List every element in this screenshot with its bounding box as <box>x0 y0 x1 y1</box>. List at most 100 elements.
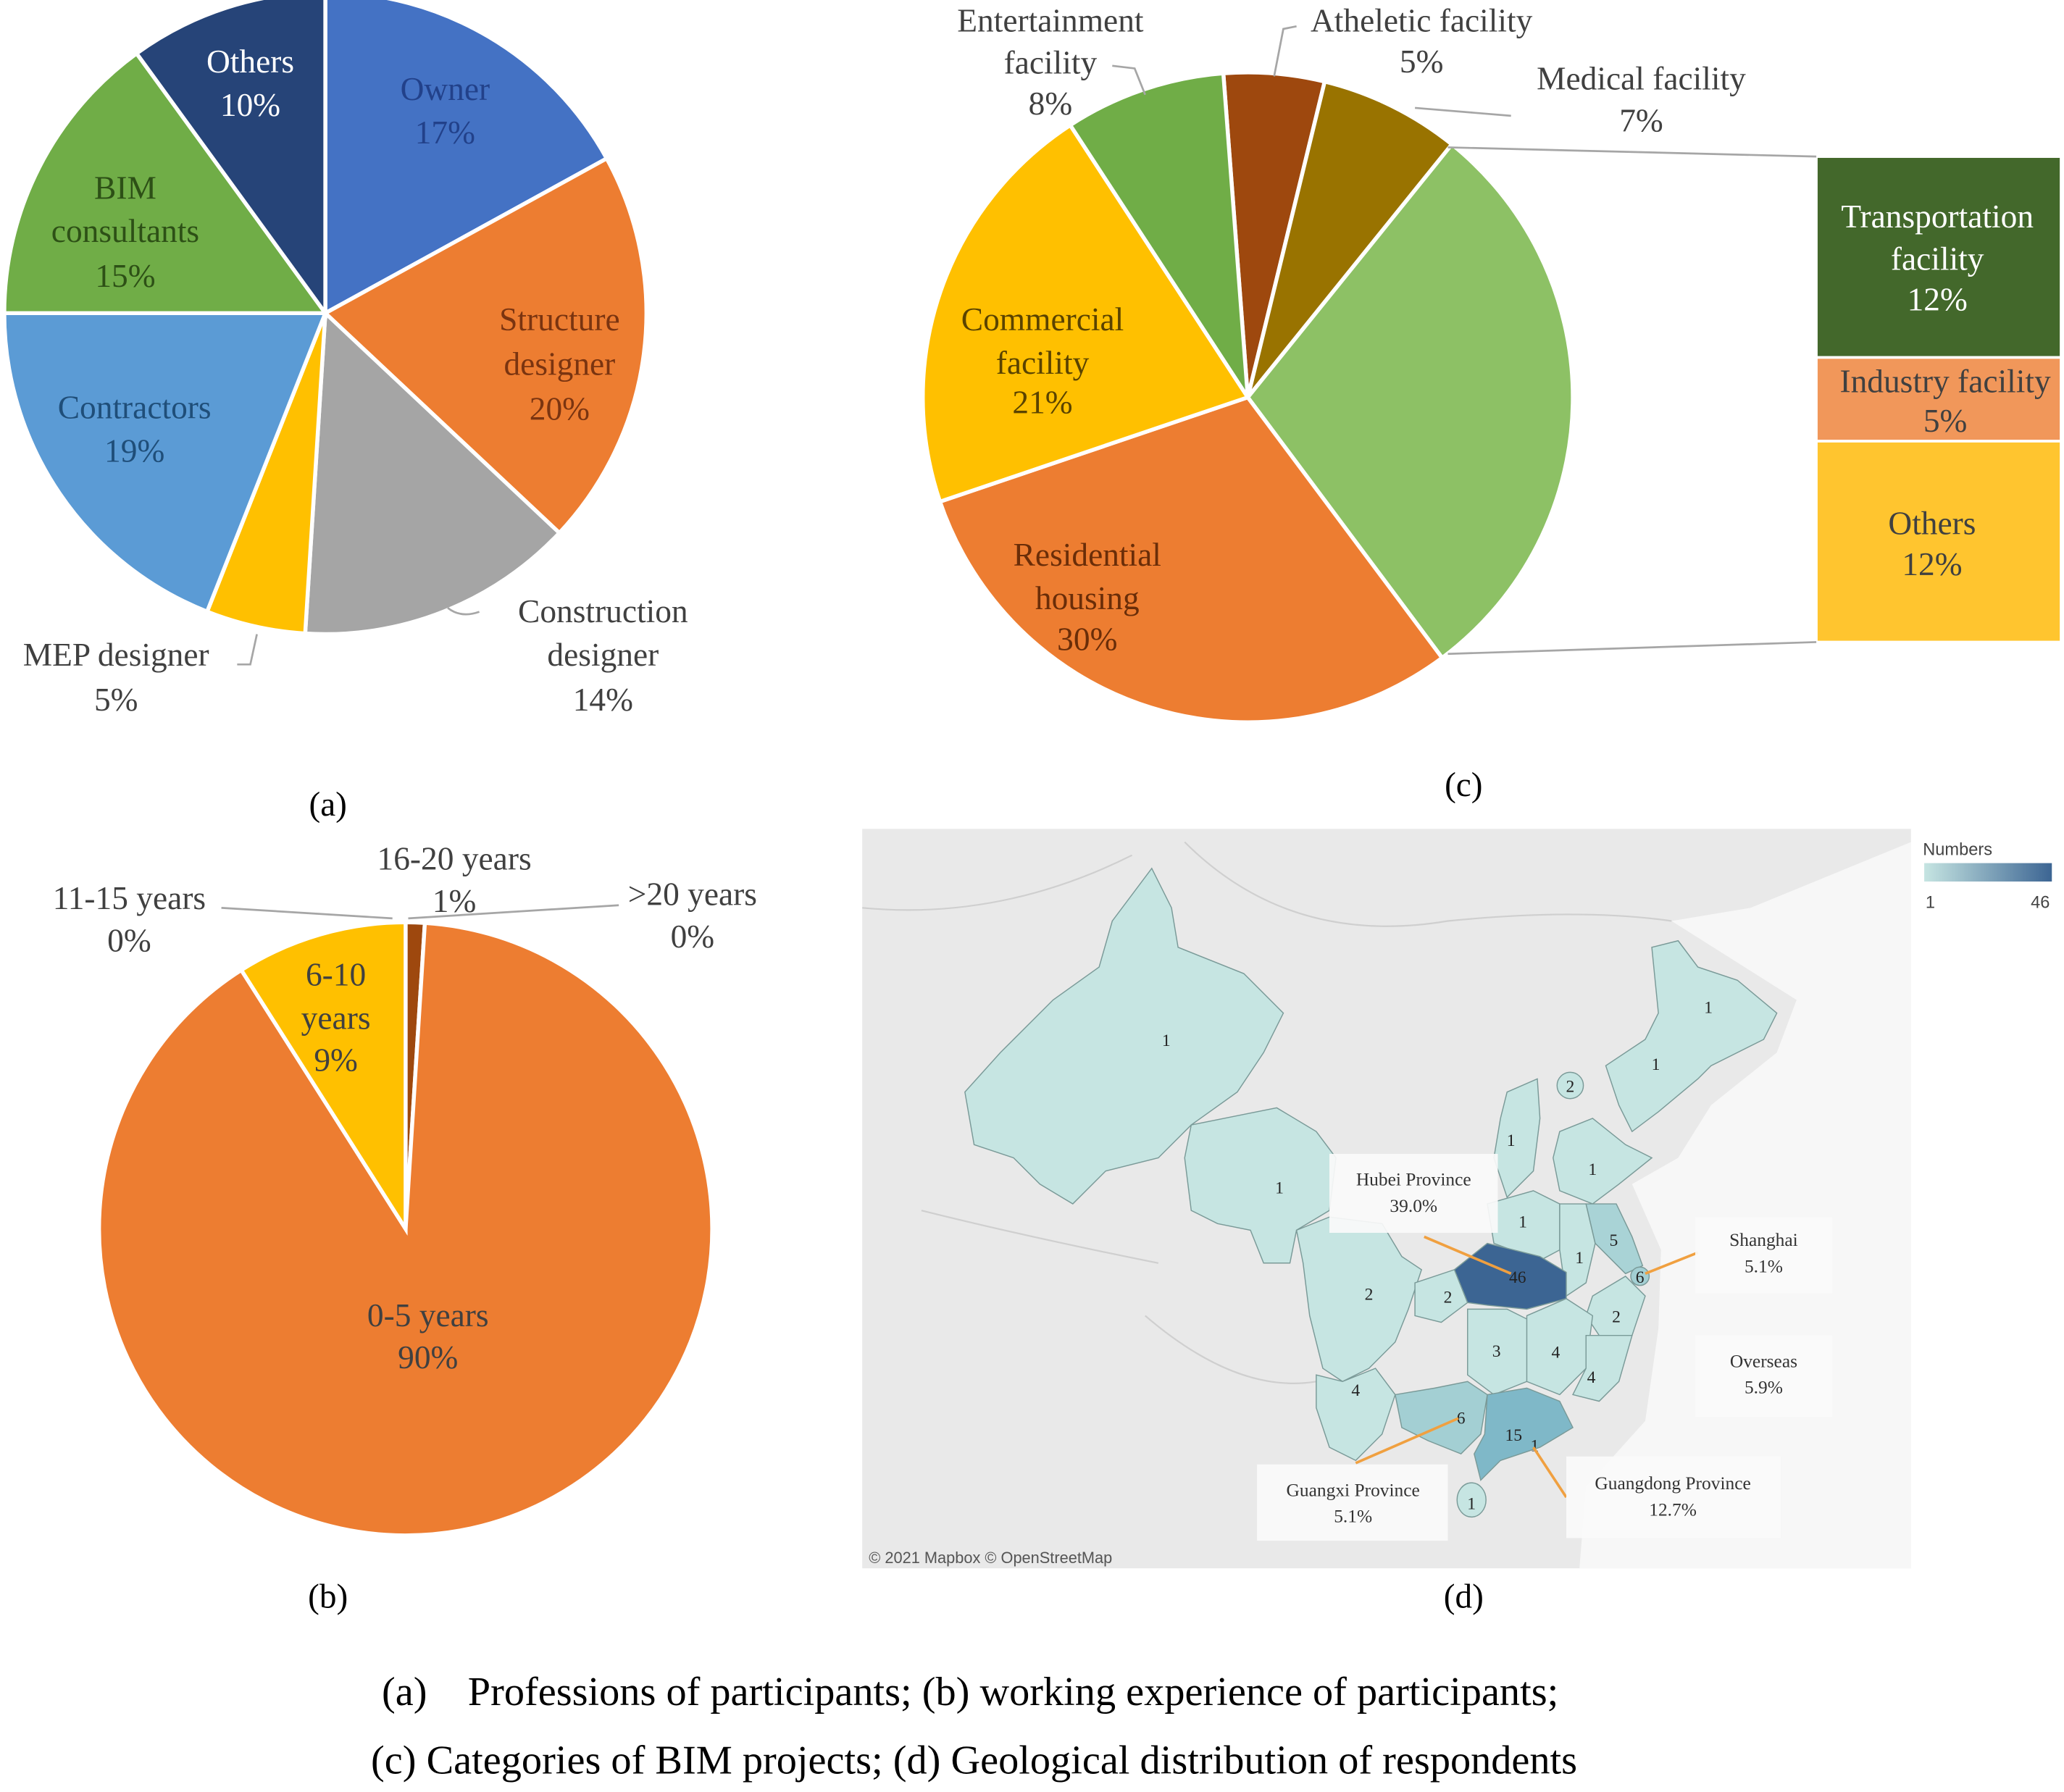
bar-segment-others <box>1815 440 2063 644</box>
subcaption-c: (c) <box>1445 766 1482 804</box>
region-counts: 1 1 1 1 2 1 1 1 1 5 6 46 2 2 2 3 4 4 4 6… <box>1162 999 1713 1514</box>
leader-line <box>1112 64 1146 96</box>
region-hainan <box>1456 1482 1487 1518</box>
region-jiangsu <box>1585 1203 1644 1275</box>
callout-line <box>1532 1446 1568 1499</box>
label-others: Others 10% <box>206 43 294 123</box>
region-shanghai <box>1630 1266 1650 1286</box>
map-attribution: © 2021 Mapbox © OpenStreetMap <box>869 1549 1112 1567</box>
callout-overseas <box>1695 1335 1832 1418</box>
callout-overseas-text: Overseas 5.9% <box>1730 1350 1797 1397</box>
china-map: 1 1 1 1 2 1 1 1 1 5 6 46 2 2 2 3 4 4 4 6… <box>862 829 2064 1569</box>
callout-guangdong-text: Guangdong Province 12.7% <box>1595 1473 1750 1520</box>
connector-line <box>1447 641 1817 656</box>
callout-line <box>1355 1417 1459 1465</box>
count-label: 15 <box>1505 1426 1523 1445</box>
count-label: 4 <box>1552 1344 1560 1362</box>
count-label: 2 <box>1612 1308 1621 1327</box>
count-label: 4 <box>1351 1381 1360 1400</box>
label-mep-designer: MEP designer 5% <box>23 637 209 718</box>
subcaption-a: (a) <box>309 786 346 824</box>
callout-shanghai-text: Shanghai 5.1% <box>1729 1229 1798 1276</box>
pie-a-labels: Others 10% Owner 17% Structure designer 20% … <box>23 43 688 718</box>
label-medical-facility: Medical facility 7% <box>1537 61 1746 139</box>
pie-b-labels: 16-20 years 1% 11-15 years 0% >20 years 0% … <box>53 841 757 1376</box>
count-label: 1 <box>1518 1213 1527 1232</box>
callout-guangxi-text: Guangxi Province 5.1% <box>1287 1479 1420 1526</box>
label-transportation-facility: Transportation facility 12% <box>1841 198 2034 317</box>
count-label: 1 <box>1275 1179 1284 1198</box>
border-lines <box>862 841 1672 1384</box>
count-label: 1 <box>1530 1437 1539 1456</box>
label-11-15-years: 11-15 years 0% <box>53 880 206 958</box>
label-bar-others: Others 12% <box>1888 505 1976 582</box>
callouts: Hubei Province 39.0% Shanghai 5.1% Oversea… <box>1257 1154 1832 1541</box>
pie-slice-commercial-facility <box>921 122 1251 505</box>
pie-slice-6-10-years <box>238 920 408 1236</box>
leader-line <box>408 904 619 920</box>
count-label: 1 <box>1507 1131 1516 1150</box>
pie-slice-construction-designer <box>303 309 563 637</box>
region-shandong <box>1553 1118 1653 1205</box>
leader-line <box>1273 25 1297 77</box>
subcaption-d: (d) <box>1444 1578 1484 1616</box>
count-label: 1 <box>1162 1031 1171 1050</box>
count-label: 4 <box>1587 1368 1596 1387</box>
figure-caption-line2: (c) Categories of BIM projects; (d) Geol… <box>371 1738 1577 1783</box>
region-guangdong <box>1474 1387 1574 1481</box>
count-label: 3 <box>1492 1342 1501 1361</box>
region-xinjiang <box>964 867 1284 1205</box>
label-structure-designer: Structure designer 20% <box>499 301 619 427</box>
label-6-10-years: 6-10 years 9% <box>301 957 371 1079</box>
subcaption-b: (b) <box>308 1578 348 1616</box>
callout-line <box>1424 1235 1512 1275</box>
region-yunnan <box>1316 1368 1396 1462</box>
leader-line <box>447 607 480 616</box>
pie-slice-contractors <box>2 311 329 614</box>
count-label: 1 <box>1467 1494 1476 1513</box>
pie-slice-residential-housing <box>937 395 1445 724</box>
callout-hubei-text: Hubei Province 39.0% <box>1356 1169 1471 1216</box>
label-bim-consultants: BIM consultants 15% <box>51 169 199 294</box>
count-label: 2 <box>1566 1078 1575 1097</box>
figure-caption-line1: (a) Professions of participants; (b) wor… <box>382 1670 1558 1714</box>
legend-gradient <box>1924 863 2052 882</box>
pie-slice-owner <box>323 0 610 317</box>
pie-slice-medical-facility <box>1245 79 1455 399</box>
count-label: 6 <box>1457 1409 1466 1428</box>
count-label: 5 <box>1609 1231 1618 1250</box>
legend-min: 1 <box>1926 893 1935 912</box>
bar-of-pie-stack <box>1815 155 2063 644</box>
connector-line <box>1447 146 1817 158</box>
label-commercial-facility: Commercial facility 21% <box>961 301 1124 420</box>
bar-segment-industry-facility <box>1815 356 2063 443</box>
callout-shanghai <box>1695 1217 1832 1294</box>
region-qinghai <box>1184 1107 1337 1264</box>
leader-line <box>237 634 258 666</box>
region-beijing <box>1556 1071 1584 1100</box>
label-entertainment-facility: Entertainment facility 8% <box>957 3 1144 122</box>
callout-hubei <box>1329 1154 1498 1234</box>
count-label: 1 <box>1575 1249 1584 1268</box>
region-shanxi <box>1493 1078 1541 1199</box>
label-over-20-years: >20 years 0% <box>628 876 757 955</box>
label-contractors: Contractors 19% <box>58 390 212 469</box>
legend-panel <box>1910 829 2064 1569</box>
pie-slice-bim-consultants <box>2 50 330 316</box>
pie-chart-professions <box>2 0 648 637</box>
count-label: 1 <box>1588 1160 1597 1179</box>
callout-guangdong <box>1566 1456 1781 1538</box>
label-owner: Owner 17% <box>401 71 490 151</box>
map-legend: Numbers 1 46 <box>1910 829 2064 1569</box>
bar-segment-transportation-facility <box>1815 155 2063 359</box>
region-fujian <box>1572 1334 1633 1402</box>
count-label: 6 <box>1636 1268 1645 1287</box>
pie-slice-others <box>133 0 327 319</box>
region-chongqing <box>1414 1268 1468 1323</box>
label-industry-facility: Industry facility 5% <box>1839 363 2051 438</box>
pie-chart-experience <box>96 920 714 1538</box>
label-construction-designer: Construction designer 14% <box>518 593 688 718</box>
label-residential-housing: Residential housing 30% <box>1014 537 1161 657</box>
leader-line <box>1414 106 1511 117</box>
